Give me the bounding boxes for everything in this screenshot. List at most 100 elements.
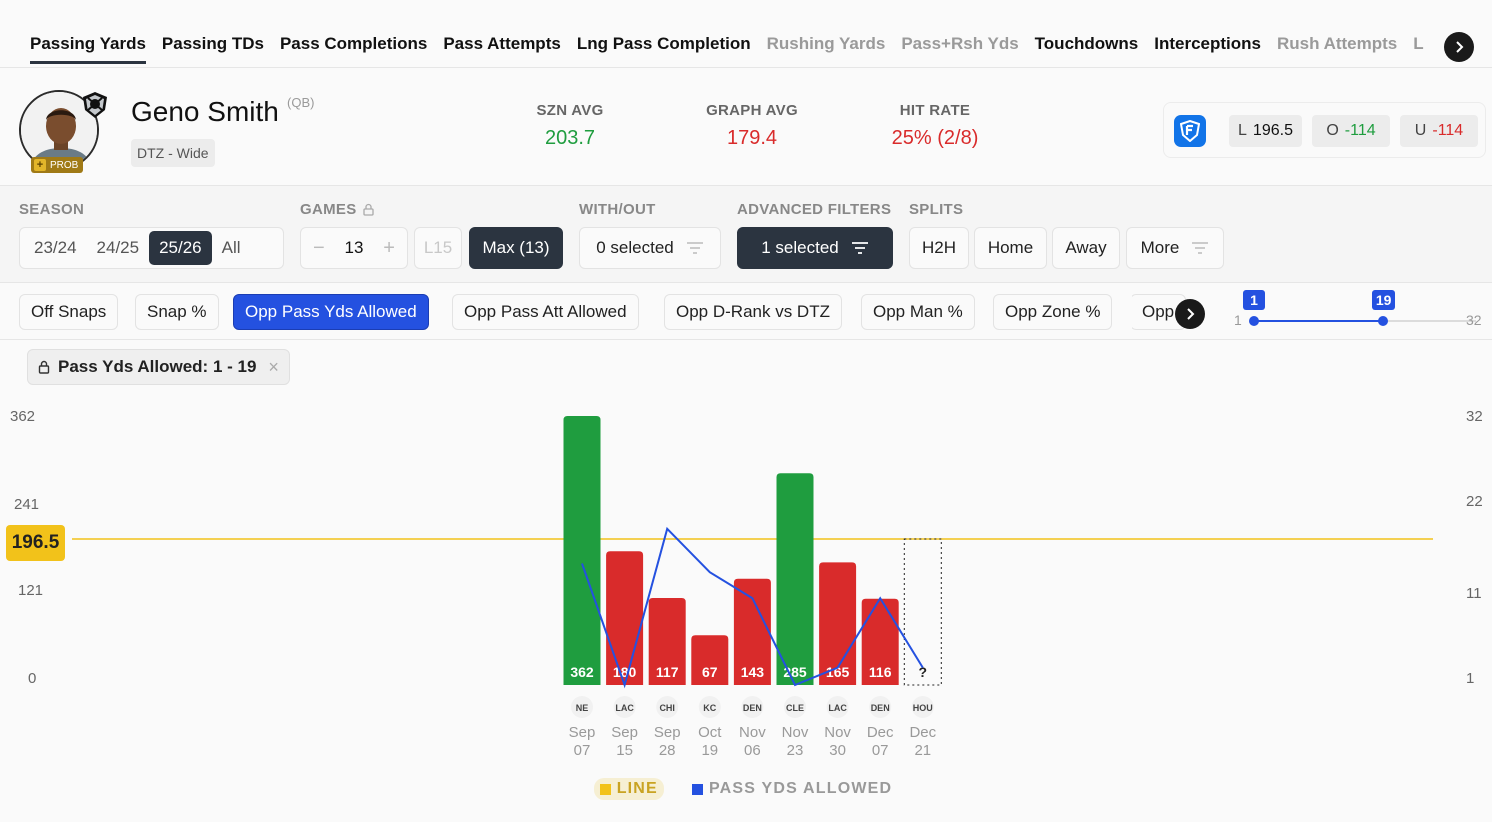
advanced-filters-value: 1 selected bbox=[761, 238, 839, 257]
over-pill[interactable]: O -114 bbox=[1312, 115, 1390, 147]
stat-tab[interactable]: Pass Completions bbox=[279, 34, 428, 53]
bar[interactable] bbox=[648, 598, 686, 685]
svg-text:KC: KC bbox=[703, 703, 716, 713]
y-tick-left: 121 bbox=[18, 582, 44, 599]
games-decrement-button[interactable]: − bbox=[313, 236, 325, 259]
stat-tab[interactable]: L bbox=[1413, 34, 1424, 53]
stat-tab[interactable]: Interceptions bbox=[1154, 34, 1261, 53]
stat-tab[interactable]: Passing TDs bbox=[161, 34, 264, 53]
split-h2h-button[interactable]: H2H bbox=[909, 227, 969, 269]
splits-label: SPLITS bbox=[909, 201, 964, 218]
stat-tab[interactable]: Passing Yards bbox=[30, 34, 146, 64]
season-option[interactable]: All bbox=[221, 238, 241, 257]
upcoming-bar[interactable] bbox=[903, 538, 942, 686]
over-prefix: O bbox=[1326, 122, 1339, 139]
split-home-button[interactable]: Home bbox=[974, 227, 1047, 269]
season-option[interactable]: 23/24 bbox=[34, 238, 77, 257]
with-out-button[interactable]: 0 selected bbox=[579, 227, 721, 269]
bar-value-label: ? bbox=[919, 664, 928, 680]
x-tick-day: 30 bbox=[829, 742, 846, 759]
l15-button[interactable]: L15 bbox=[414, 227, 462, 269]
line-pill[interactable]: L 196.5 bbox=[1229, 115, 1302, 147]
bar-value-label: 143 bbox=[741, 664, 765, 680]
chip-off-snaps[interactable]: Off Snaps bbox=[19, 294, 119, 330]
chip-opp-zone-pct[interactable]: Opp Zone % bbox=[993, 294, 1113, 330]
split-away-button[interactable]: Away bbox=[1052, 227, 1120, 269]
season-selector: 23/24 24/25 25/26 All bbox=[19, 227, 284, 269]
advanced-filters-label: ADVANCED FILTERS bbox=[737, 201, 892, 218]
hit-rate-block: HIT RATE 25% (2/8) bbox=[875, 102, 995, 150]
y-tick-right: 11 bbox=[1466, 585, 1482, 602]
range-min-handle[interactable] bbox=[1249, 316, 1259, 326]
chip-opp-d-rank[interactable]: Opp D-Rank vs DTZ bbox=[664, 294, 842, 330]
chip-opp-pass-yds-allowed[interactable]: Opp Pass Yds Allowed bbox=[233, 294, 429, 330]
opponent-chi-icon: CHI bbox=[656, 696, 679, 718]
x-tick-month: Nov bbox=[824, 724, 851, 741]
season-option[interactable]: 24/25 bbox=[96, 238, 140, 257]
x-tick-month: Nov bbox=[739, 724, 766, 741]
hit-rate-value: 25% (2/8) bbox=[891, 127, 979, 149]
stat-tab[interactable]: Pass+Rsh Yds bbox=[901, 34, 1019, 53]
chip-snap-pct[interactable]: Snap % bbox=[135, 294, 219, 330]
chip-opp-pass-att-allowed[interactable]: Opp Pass Att Allowed bbox=[452, 294, 639, 330]
bar[interactable] bbox=[776, 473, 814, 685]
stat-tab[interactable]: Rushing Yards bbox=[766, 34, 886, 53]
passing-yards-chart: 362NESep07180LACSep15117CHISep2867KCOct1… bbox=[72, 416, 1433, 759]
bar-value-label: 285 bbox=[783, 664, 807, 680]
stat-tab[interactable]: Touchdowns bbox=[1034, 34, 1139, 53]
games-count: 13 bbox=[344, 238, 364, 257]
stat-tabs: Passing Yards Passing TDs Pass Completions… bbox=[0, 0, 1492, 68]
player-name: Geno Smith bbox=[131, 96, 279, 127]
svg-text:CLE: CLE bbox=[786, 703, 804, 713]
fanduel-logo-icon[interactable] bbox=[1174, 115, 1206, 147]
svg-text:LAC: LAC bbox=[828, 703, 847, 713]
bar[interactable] bbox=[691, 635, 729, 685]
legend-pass-yds-allowed[interactable]: PASS YDS ALLOWED bbox=[686, 778, 898, 800]
tabs-scroll-right-button[interactable] bbox=[1444, 32, 1474, 62]
under-pill[interactable]: U -114 bbox=[1400, 115, 1478, 147]
games-increment-button[interactable]: + bbox=[383, 236, 395, 259]
stat-tab[interactable]: Lng Pass Completion bbox=[576, 34, 751, 53]
opponent-hou-icon: HOU bbox=[911, 696, 934, 718]
active-filter-tag[interactable]: Pass Yds Allowed: 1 - 19 × bbox=[27, 349, 290, 385]
svg-text:CHI: CHI bbox=[659, 703, 675, 713]
x-tick-day: 06 bbox=[744, 742, 761, 759]
legend-line[interactable]: LINE bbox=[593, 778, 664, 800]
with-out-label: WITH/OUT bbox=[579, 201, 656, 218]
max-games-button[interactable]: Max (13) bbox=[469, 227, 563, 269]
matchup-chip: DTZ - Wide bbox=[131, 139, 215, 167]
opponent-kc-icon: KC bbox=[698, 696, 721, 718]
chip-opp-man-pct[interactable]: Opp Man % bbox=[861, 294, 975, 330]
pass-yds-allowed-range-slider: 1 19 1 32 bbox=[1226, 284, 1492, 340]
stat-tab[interactable]: Pass Attempts bbox=[443, 34, 561, 53]
range-max-handle[interactable] bbox=[1377, 316, 1388, 326]
season-option[interactable]: 25/26 bbox=[149, 231, 212, 265]
range-min-end: 1 bbox=[1234, 312, 1242, 328]
opponent-ne-icon: NE bbox=[571, 696, 593, 718]
legend-line-swatch bbox=[599, 783, 611, 795]
games-label-wrap: GAMES bbox=[300, 201, 374, 218]
x-tick-month: Dec bbox=[909, 724, 936, 741]
bar-value-label: 116 bbox=[869, 664, 892, 680]
chip-opp-more[interactable]: Opp bbox=[1132, 294, 1187, 330]
opponent-cle-icon: CLE bbox=[784, 696, 806, 718]
stat-tab[interactable]: Rush Attempts bbox=[1276, 34, 1398, 53]
bar[interactable] bbox=[861, 598, 899, 685]
split-more-button[interactable]: More bbox=[1126, 227, 1224, 269]
bar[interactable] bbox=[733, 578, 771, 685]
under-odds: -114 bbox=[1432, 122, 1464, 139]
y-tick-left: 241 bbox=[14, 496, 40, 513]
x-tick-month: Sep bbox=[611, 724, 638, 741]
x-tick-day: 15 bbox=[616, 742, 633, 759]
legend-line-label: LINE bbox=[616, 780, 658, 797]
chips-scroll-right-button[interactable] bbox=[1175, 299, 1205, 329]
chip-overflow-clip: Opp bbox=[1132, 284, 1192, 340]
szn-avg-label: SZN AVG bbox=[536, 102, 604, 119]
advanced-filters-button[interactable]: 1 selected bbox=[737, 227, 893, 269]
x-tick-day: 07 bbox=[574, 742, 591, 759]
filter-icon bbox=[686, 242, 703, 254]
bar[interactable] bbox=[563, 416, 601, 685]
x-tick-month: Sep bbox=[654, 724, 681, 741]
svg-text:HOU: HOU bbox=[913, 703, 933, 713]
remove-filter-icon[interactable]: × bbox=[268, 356, 279, 377]
